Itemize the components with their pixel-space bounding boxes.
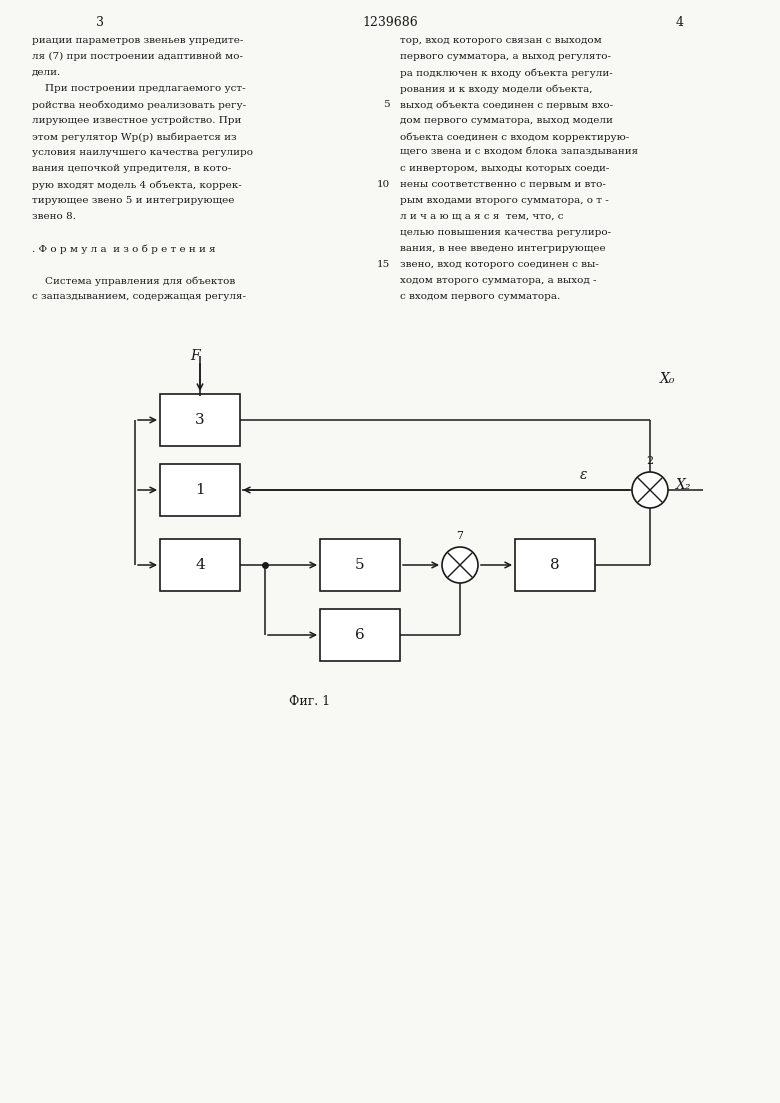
Text: рым входами второго сумматора, о т -: рым входами второго сумматора, о т - [400, 196, 608, 205]
Text: звено, вход которого соединен с вы-: звено, вход которого соединен с вы- [400, 260, 599, 269]
Text: 5: 5 [384, 100, 390, 109]
Text: 1239686: 1239686 [362, 17, 418, 29]
Text: выход объекта соединен с первым вхо-: выход объекта соединен с первым вхо- [400, 100, 613, 109]
Text: звено 8.: звено 8. [32, 212, 76, 221]
Text: нены соответственно с первым и вто-: нены соответственно с первым и вто- [400, 180, 606, 189]
Text: X₀: X₀ [660, 372, 675, 386]
Text: Система управления для объектов: Система управления для объектов [32, 276, 236, 286]
Text: 8: 8 [550, 558, 560, 572]
Bar [320, 609, 400, 661]
Text: F: F [190, 349, 200, 363]
Text: ра подключен к входу объекта регули-: ра подключен к входу объекта регули- [400, 68, 613, 77]
Text: дом первого сумматора, выход модели: дом первого сумматора, выход модели [400, 116, 613, 125]
Text: При построении предлагаемого уст-: При построении предлагаемого уст- [32, 84, 246, 93]
Text: 2: 2 [647, 456, 654, 465]
Circle shape [442, 547, 478, 583]
Text: дели.: дели. [32, 68, 62, 77]
Text: 1: 1 [195, 483, 205, 497]
Text: с запаздыванием, содержащая регуля-: с запаздыванием, содержащая регуля- [32, 292, 246, 301]
Text: 7: 7 [456, 531, 463, 540]
Text: ходом второго сумматора, а выход -: ходом второго сумматора, а выход - [400, 276, 597, 285]
Text: тор, вход которого связан с выходом: тор, вход которого связан с выходом [400, 36, 601, 45]
Text: ройства необходимо реализовать регу-: ройства необходимо реализовать регу- [32, 100, 246, 109]
Text: ε: ε [580, 468, 587, 482]
Text: с инвертором, выходы которых соеди-: с инвертором, выходы которых соеди- [400, 164, 609, 173]
Text: Фиг. 1: Фиг. 1 [289, 695, 331, 708]
Text: первого сумматора, а выход регулято-: первого сумматора, а выход регулято- [400, 52, 611, 61]
Text: вания, в нее введено интегрирующее: вания, в нее введено интегрирующее [400, 244, 605, 253]
Text: рую входят модель 4 объекта, коррек-: рую входят модель 4 объекта, коррек- [32, 180, 242, 190]
Text: 15: 15 [377, 260, 390, 269]
Text: 6: 6 [355, 628, 365, 642]
Circle shape [632, 472, 668, 508]
Text: с входом первого сумматора.: с входом первого сумматора. [400, 292, 560, 301]
Text: л и ч а ю щ а я с я  тем, что, с: л и ч а ю щ а я с я тем, что, с [400, 212, 563, 221]
Text: целью повышения качества регулиро-: целью повышения качества регулиро- [400, 228, 611, 237]
Text: 5: 5 [355, 558, 365, 572]
Text: 4: 4 [195, 558, 205, 572]
Bar [320, 539, 400, 591]
Text: 4: 4 [676, 17, 684, 29]
Text: рования и к входу модели объекта,: рования и к входу модели объекта, [400, 84, 593, 94]
Text: 3: 3 [195, 413, 205, 427]
Text: . Ф о р м у л а  и з о б р е т е н и я: . Ф о р м у л а и з о б р е т е н и я [32, 244, 215, 254]
Text: 3: 3 [96, 17, 104, 29]
Text: вания цепочкой упредителя, в кото-: вания цепочкой упредителя, в кото- [32, 164, 231, 173]
Bar [160, 394, 240, 446]
Text: лирующее известное устройство. При: лирующее известное устройство. При [32, 116, 241, 125]
Text: ля (7) при построении адаптивной мо-: ля (7) при построении адаптивной мо- [32, 52, 243, 61]
Bar [515, 539, 595, 591]
Text: условия наилучшего качества регулиро: условия наилучшего качества регулиро [32, 148, 253, 157]
Bar [160, 464, 240, 516]
Text: X₂: X₂ [676, 478, 692, 492]
Text: тирующее звено 5 и интегрирующее: тирующее звено 5 и интегрирующее [32, 196, 234, 205]
Text: 10: 10 [377, 180, 390, 189]
Text: этом регулятор Wр(р) выбирается из: этом регулятор Wр(р) выбирается из [32, 132, 236, 141]
Bar [160, 539, 240, 591]
Text: объекта соединен с входом корректирую-: объекта соединен с входом корректирую- [400, 132, 629, 141]
Text: щего звена и с входом блока запаздывания: щего звена и с входом блока запаздывания [400, 148, 638, 157]
Text: риации параметров звеньев упредите-: риации параметров звеньев упредите- [32, 36, 243, 45]
